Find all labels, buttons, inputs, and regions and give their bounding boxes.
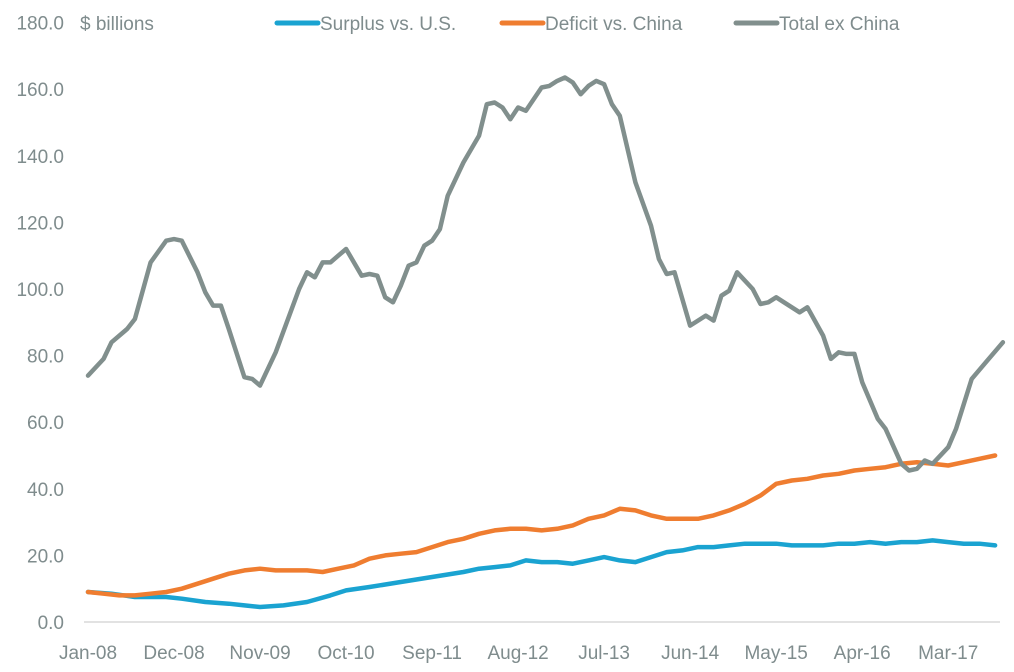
x-tick-label: Apr-16 [834,643,891,664]
series-line-total-ex-china [85,75,1006,473]
legend-item: Deficit vs. China [499,14,683,35]
x-tick-label: Mar-17 [918,643,978,664]
legend-label: Total ex China [779,14,900,35]
y-tick-label: 40.0 [27,480,64,501]
y-tick-label: 60.0 [27,413,64,434]
x-tick-label: Dec-08 [143,643,204,664]
y-tick-label: 180.0 [16,14,64,35]
legend: Surplus vs. U.S. Deficit vs. China Total e… [274,14,900,35]
x-tick-label: Jan-08 [59,643,117,664]
y-tick-label: 0.0 [38,613,64,634]
y-tick-label: 80.0 [27,347,64,368]
y-axis: 0.0 20.0 40.0 60.0 80.0 100.0 120.0 140.0 160.0 1… [16,14,64,634]
x-tick-label: Jun-14 [661,643,720,664]
y-axis-unit-label: $ billions [80,14,154,35]
y-tick-label: 120.0 [16,213,64,234]
x-tick-label: Oct-10 [318,643,375,664]
legend-item: Surplus vs. U.S. [274,14,456,35]
y-tick-label: 160.0 [16,80,64,101]
x-tick-label: Aug-12 [487,643,548,664]
legend-item: Total ex China [733,14,900,35]
series-line-deficit-vs-china [85,453,998,598]
x-tick-label: May-15 [744,643,807,664]
series-layer [85,75,1006,610]
x-axis: Jan-08 Dec-08 Nov-09 Oct-10 Sep-11 Aug-12 Jul-… [59,643,978,664]
legend-label: Deficit vs. China [545,14,683,35]
y-tick-label: 100.0 [16,280,64,301]
x-tick-label: Jul-13 [578,643,630,664]
x-tick-label: Sep-11 [402,643,462,664]
y-tick-label: 140.0 [16,147,64,168]
series-line-surplus-vs-u-s [85,538,998,610]
legend-label: Surplus vs. U.S. [320,14,456,35]
y-tick-label: 20.0 [27,546,64,567]
x-tick-label: Nov-09 [229,643,290,664]
